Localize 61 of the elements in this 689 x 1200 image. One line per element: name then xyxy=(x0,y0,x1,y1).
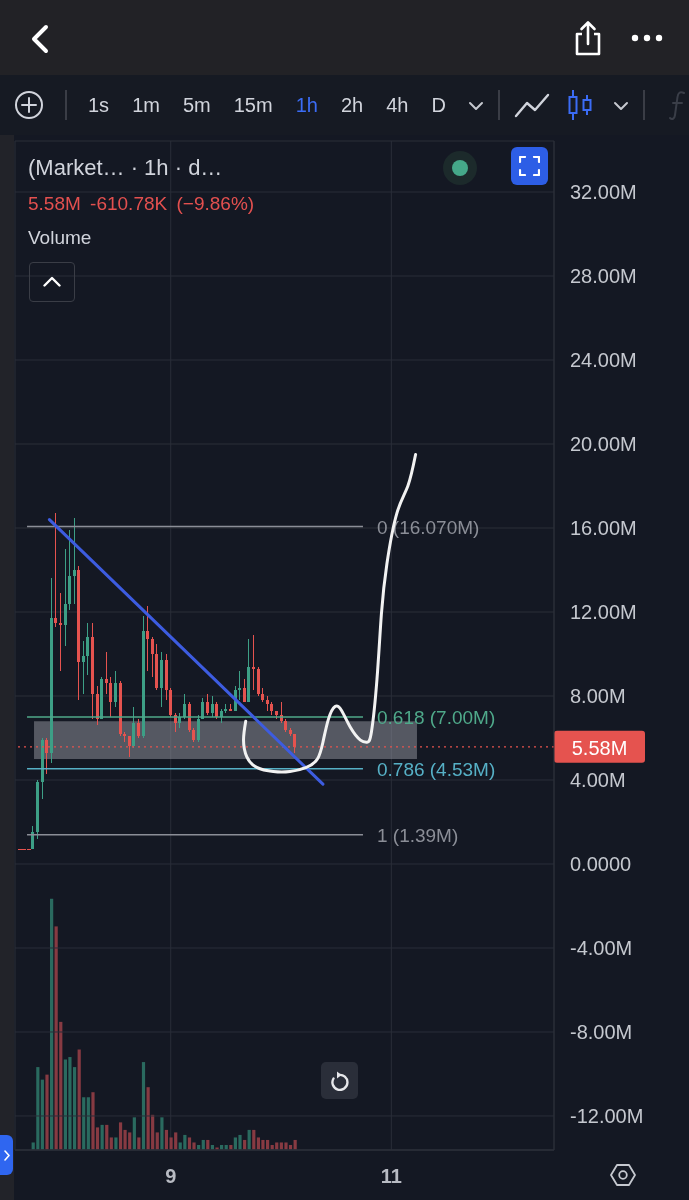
text: 2h xyxy=(340,93,364,117)
y-tick-label: -12.00M xyxy=(570,1104,644,1127)
bar xyxy=(141,1062,146,1150)
bar xyxy=(215,1147,219,1150)
y-tick-label: 8.00M xyxy=(570,685,626,707)
bar xyxy=(132,1117,136,1150)
ref-line-label: 0 (16.070M) xyxy=(376,516,480,538)
x-tick-label: 11 xyxy=(380,1165,402,1187)
text: 4h xyxy=(386,93,409,117)
text: 5.58M -610.78K (−9.86%) xyxy=(28,192,255,216)
text: 15m xyxy=(233,93,273,117)
ref-line-label: 1 (1.39M) xyxy=(376,824,459,846)
bar xyxy=(187,1137,192,1150)
bar xyxy=(137,1137,141,1150)
text: 1h xyxy=(295,93,318,117)
candlestick xyxy=(82,641,85,694)
candlestick xyxy=(54,513,57,627)
text: 1m xyxy=(132,93,160,117)
text: 1s xyxy=(88,93,110,117)
y-tick-label: 24.00M xyxy=(570,349,637,372)
bar xyxy=(68,1057,72,1150)
bar xyxy=(160,1117,164,1150)
y-tick-label: 28.00M xyxy=(570,265,637,288)
text: D xyxy=(431,93,446,117)
y-tick-label: -8.00M xyxy=(570,1020,633,1043)
candlestick xyxy=(252,635,255,690)
bar xyxy=(77,1049,81,1150)
ref-line-label: 0.786 (4.53M) xyxy=(376,758,496,780)
text: 5m xyxy=(182,93,211,117)
y-tick-label: 4.00M xyxy=(570,769,626,791)
bar xyxy=(91,1092,95,1150)
bar xyxy=(100,1124,104,1150)
bar xyxy=(105,1124,109,1150)
candlestick xyxy=(105,651,108,694)
y-tick-label: -4.00M xyxy=(570,936,633,959)
bar xyxy=(238,1134,242,1150)
bar xyxy=(118,1122,123,1150)
bar xyxy=(54,926,58,1150)
x-tick-label: 9 xyxy=(165,1165,177,1187)
ref-line-label: 5.58M xyxy=(571,736,628,759)
bar xyxy=(284,1142,288,1150)
y-tick-label: 12.00M xyxy=(570,601,637,624)
bar xyxy=(36,1067,40,1150)
y-tick-label: 32.00M xyxy=(570,181,637,204)
candlestick xyxy=(59,593,62,671)
bar xyxy=(109,1137,113,1150)
text: (Market… · 1h · d… xyxy=(28,155,223,181)
y-tick-label: 20.00M xyxy=(570,433,637,456)
y-tick-label: 16.00M xyxy=(570,517,637,540)
bar xyxy=(261,1139,265,1150)
bar xyxy=(114,1137,118,1150)
bar xyxy=(63,1059,68,1150)
chart-title: Volume xyxy=(28,226,92,250)
bar xyxy=(50,898,54,1150)
y-tick-label: 0.0000 xyxy=(570,852,632,875)
bar xyxy=(45,1074,49,1150)
bar xyxy=(256,1137,261,1150)
ref-line-label: 0.618 (7.00M) xyxy=(376,706,496,728)
bar xyxy=(146,1087,150,1150)
candlestick xyxy=(238,670,241,701)
bar xyxy=(155,1132,159,1150)
